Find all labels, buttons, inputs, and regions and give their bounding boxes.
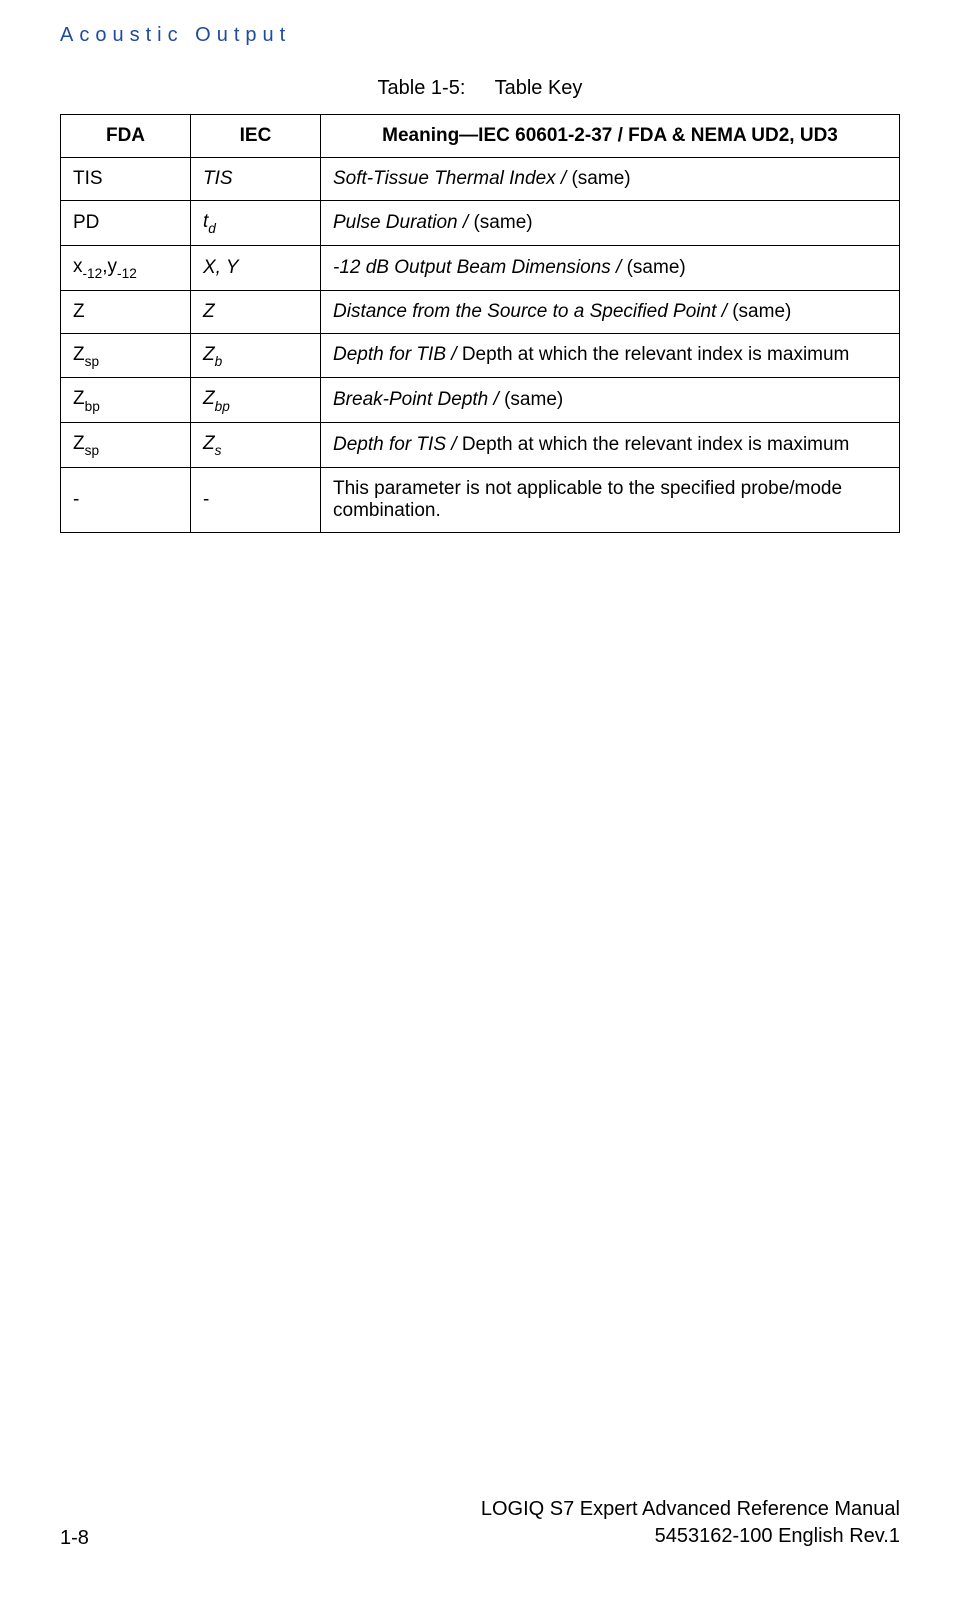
page-footer: 1-8 LOGIQ S7 Expert Advanced Reference M… xyxy=(60,1496,900,1550)
table-row: ZZDistance from the Source to a Specifie… xyxy=(61,290,900,333)
cell-iec: TIS xyxy=(191,158,321,201)
table-key: FDA IEC Meaning—IEC 60601-2-37 / FDA & N… xyxy=(60,114,900,533)
cell-meaning: -12 dB Output Beam Dimensions / (same) xyxy=(321,245,900,290)
table-row: x-12,y-12X, Y-12 dB Output Beam Dimensio… xyxy=(61,245,900,290)
cell-iec: Z xyxy=(191,290,321,333)
caption-title: Table Key xyxy=(495,77,583,99)
cell-fda: Zbp xyxy=(61,378,191,423)
col-header-meaning: Meaning—IEC 60601-2-37 / FDA & NEMA UD2,… xyxy=(321,115,900,158)
cell-fda: x-12,y-12 xyxy=(61,245,191,290)
cell-iec: Zs xyxy=(191,423,321,468)
table-row: PDtdPulse Duration / (same) xyxy=(61,201,900,246)
table-row: TISTISSoft-Tissue Thermal Index / (same) xyxy=(61,158,900,201)
table-row: ZbpZbpBreak-Point Depth / (same) xyxy=(61,378,900,423)
cell-meaning: Break-Point Depth / (same) xyxy=(321,378,900,423)
cell-iec: X, Y xyxy=(191,245,321,290)
cell-iec: Zb xyxy=(191,333,321,378)
table-row: ZspZbDepth for TIB / Depth at which the … xyxy=(61,333,900,378)
page-header: Acoustic Output xyxy=(60,24,900,47)
cell-fda: - xyxy=(61,467,191,532)
footer-manual-title: LOGIQ S7 Expert Advanced Reference Manua… xyxy=(481,1496,900,1523)
col-header-iec: IEC xyxy=(191,115,321,158)
cell-iec: Zbp xyxy=(191,378,321,423)
footer-manual-rev: 5453162-100 English Rev.1 xyxy=(481,1523,900,1550)
cell-meaning: Soft-Tissue Thermal Index / (same) xyxy=(321,158,900,201)
cell-fda: TIS xyxy=(61,158,191,201)
cell-iec: td xyxy=(191,201,321,246)
document-page: Acoustic Output Table 1-5: Table Key FDA… xyxy=(0,0,960,1606)
caption-label: Table 1-5: xyxy=(378,77,466,99)
table-row: ZspZsDepth for TIS / Depth at which the … xyxy=(61,423,900,468)
col-header-fda: FDA xyxy=(61,115,191,158)
cell-meaning: This parameter is not applicable to the … xyxy=(321,467,900,532)
table-row: --This parameter is not applicable to th… xyxy=(61,467,900,532)
cell-meaning: Depth for TIB / Depth at which the relev… xyxy=(321,333,900,378)
cell-fda: Zsp xyxy=(61,333,191,378)
table-caption: Table 1-5: Table Key xyxy=(60,77,900,100)
cell-fda: Zsp xyxy=(61,423,191,468)
table-header-row: FDA IEC Meaning—IEC 60601-2-37 / FDA & N… xyxy=(61,115,900,158)
cell-fda: Z xyxy=(61,290,191,333)
cell-meaning: Pulse Duration / (same) xyxy=(321,201,900,246)
cell-iec: - xyxy=(191,467,321,532)
footer-manual-info: LOGIQ S7 Expert Advanced Reference Manua… xyxy=(481,1496,900,1550)
table-body: TISTISSoft-Tissue Thermal Index / (same)… xyxy=(61,158,900,533)
cell-meaning: Depth for TIS / Depth at which the relev… xyxy=(321,423,900,468)
footer-page-number: 1-8 xyxy=(60,1527,89,1550)
cell-meaning: Distance from the Source to a Specified … xyxy=(321,290,900,333)
cell-fda: PD xyxy=(61,201,191,246)
